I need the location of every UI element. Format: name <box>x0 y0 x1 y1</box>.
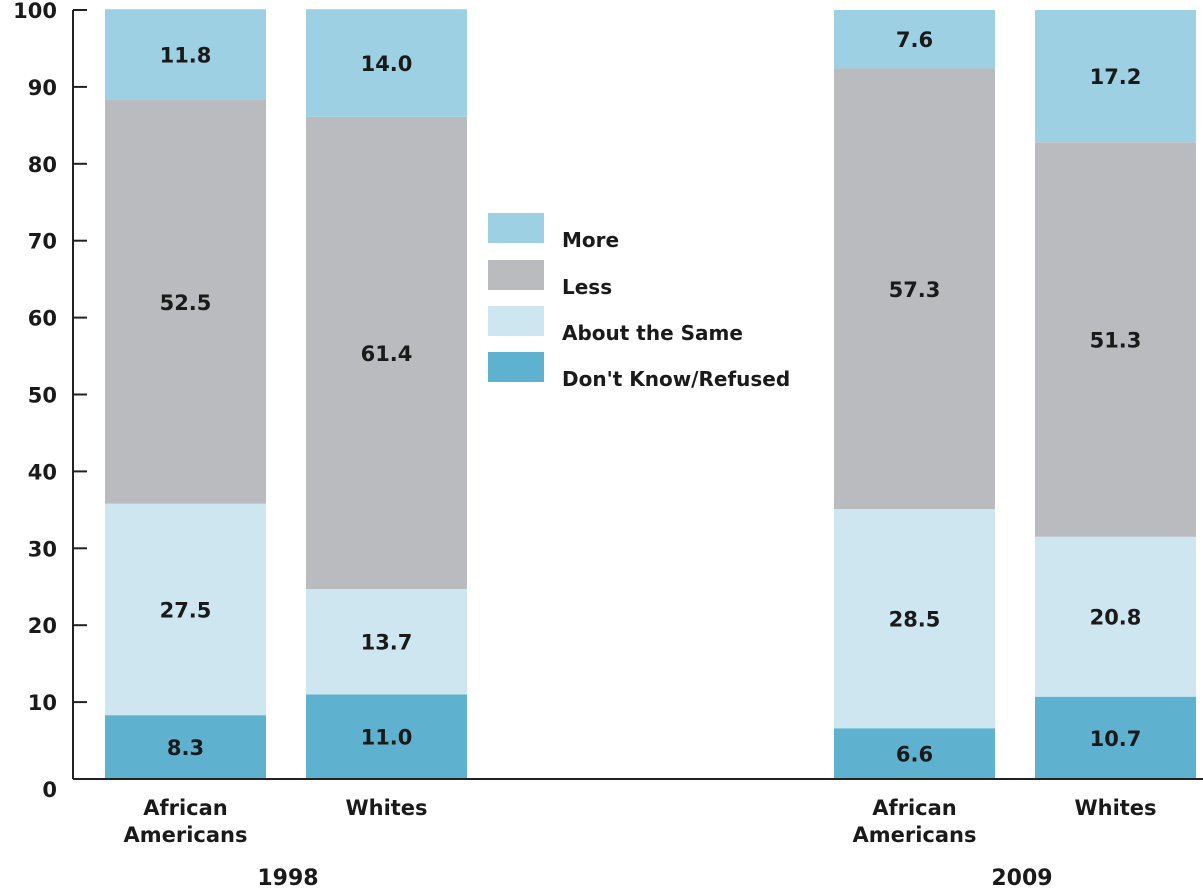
bar-segment-about-the-same <box>306 589 467 695</box>
data-label: 14.0 <box>361 52 413 76</box>
y-tick-label: 70 <box>28 230 57 254</box>
legend-label: Don't Know/Refused <box>562 367 790 391</box>
bar-segment-more <box>1035 10 1196 143</box>
x-axis-labels: African Americans Whites African Americans Wh… <box>123 796 1156 890</box>
bar-segment-don-t-know-refused <box>1035 696 1196 779</box>
x-category-label: African <box>143 796 228 820</box>
data-label: 57.3 <box>889 278 941 302</box>
data-label: 27.5 <box>160 598 212 622</box>
legend-label: More <box>562 228 619 252</box>
bar-segment-about-the-same <box>834 509 995 729</box>
data-label: 17.2 <box>1090 65 1142 89</box>
data-label: 20.8 <box>1090 606 1142 630</box>
x-category-label: Whites <box>1074 796 1156 820</box>
x-category-label: Americans <box>123 823 247 847</box>
data-label: 7.6 <box>896 28 933 52</box>
legend-swatch-less <box>488 260 544 290</box>
data-label: 11.0 <box>361 726 413 750</box>
data-label: 61.4 <box>361 342 413 366</box>
bar-segment-more <box>834 10 995 69</box>
bars-layer: 8.3 27.5 52.5 11.8 11.0 13.7 61.4 14.0 6.6 28.5 57… <box>105 9 1196 779</box>
legend-swatch-about-the-same <box>488 306 544 336</box>
bar-segment-more <box>306 9 467 117</box>
y-tick-label: 10 <box>28 691 57 715</box>
bar-segment-about-the-same <box>1035 536 1196 697</box>
legend-swatch-more <box>488 213 544 243</box>
y-tick-label: 40 <box>28 460 57 484</box>
data-label: 51.3 <box>1090 329 1142 353</box>
y-tick-label: 50 <box>28 384 57 408</box>
y-tick-label: 0 <box>42 778 57 802</box>
bar-segment-don-t-know-refused <box>105 715 266 779</box>
x-category-label: Whites <box>345 796 427 820</box>
y-tick-label: 100 <box>13 0 57 23</box>
data-label: 28.5 <box>889 608 941 632</box>
bar-segment-don-t-know-refused <box>834 728 995 779</box>
group-label: 1998 <box>257 866 318 890</box>
x-category-label: Americans <box>852 823 976 847</box>
data-label: 6.6 <box>896 743 933 767</box>
y-tick-label: 90 <box>28 76 57 100</box>
bar-segment-about-the-same <box>105 503 266 716</box>
legend-label: Less <box>562 275 612 299</box>
bar-segment-more <box>105 9 266 100</box>
bar-segment-don-t-know-refused <box>306 694 467 779</box>
legend: More Less About the Same Don't Know/Refused <box>488 213 790 391</box>
y-tick-label: 80 <box>28 153 57 177</box>
bar-segment-less <box>1035 142 1196 537</box>
y-tick-label: 20 <box>28 614 57 638</box>
y-axis: 0 10 20 30 40 50 60 70 80 90 100 <box>13 0 1203 802</box>
data-label: 13.7 <box>361 631 413 655</box>
y-tick-label: 30 <box>28 537 57 561</box>
bar-segment-less <box>834 68 995 510</box>
data-label: 10.7 <box>1090 727 1142 751</box>
y-tick-label: 60 <box>28 307 57 331</box>
data-label: 52.5 <box>160 291 212 315</box>
bar-segment-less <box>306 116 467 590</box>
data-label: 11.8 <box>160 44 212 68</box>
legend-label: About the Same <box>562 321 743 345</box>
legend-swatch-don-t-know-refused <box>488 352 544 382</box>
bar-segment-less <box>105 99 266 504</box>
x-category-label: African <box>872 796 957 820</box>
data-label: 8.3 <box>167 736 204 760</box>
group-label: 2009 <box>991 866 1052 890</box>
